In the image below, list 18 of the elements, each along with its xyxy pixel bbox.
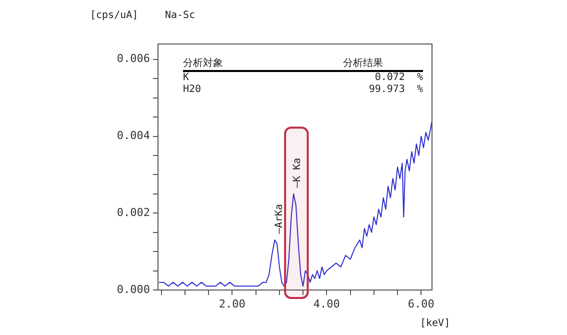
annotation: 分析结果 bbox=[263, 58, 423, 71]
y-axis-title: [cps/uA] bbox=[90, 10, 138, 21]
annotation: 分析対象 bbox=[183, 58, 263, 71]
x-tick-label: 6.00 bbox=[408, 297, 434, 310]
x-tick-label: 4.00 bbox=[313, 297, 340, 310]
annotation: 99.973 % bbox=[368, 84, 423, 96]
annotation: —K Ka bbox=[292, 158, 304, 188]
y-tick-label: 0.004 bbox=[116, 129, 150, 142]
annotation: 0.072 % bbox=[374, 71, 423, 84]
annotation: K bbox=[183, 71, 190, 84]
annotation: —ArKa bbox=[274, 204, 286, 234]
y-tick-label: 0.000 bbox=[116, 282, 150, 296]
annotation: H20 bbox=[183, 84, 202, 96]
x-tick-label: 2.00 bbox=[218, 297, 246, 310]
chart-title: Na-Sc bbox=[165, 10, 196, 21]
y-tick-label: 0.002 bbox=[116, 206, 150, 219]
y-tick-label: 0.006 bbox=[116, 52, 150, 66]
x-axis-title: [keV] bbox=[420, 318, 450, 329]
